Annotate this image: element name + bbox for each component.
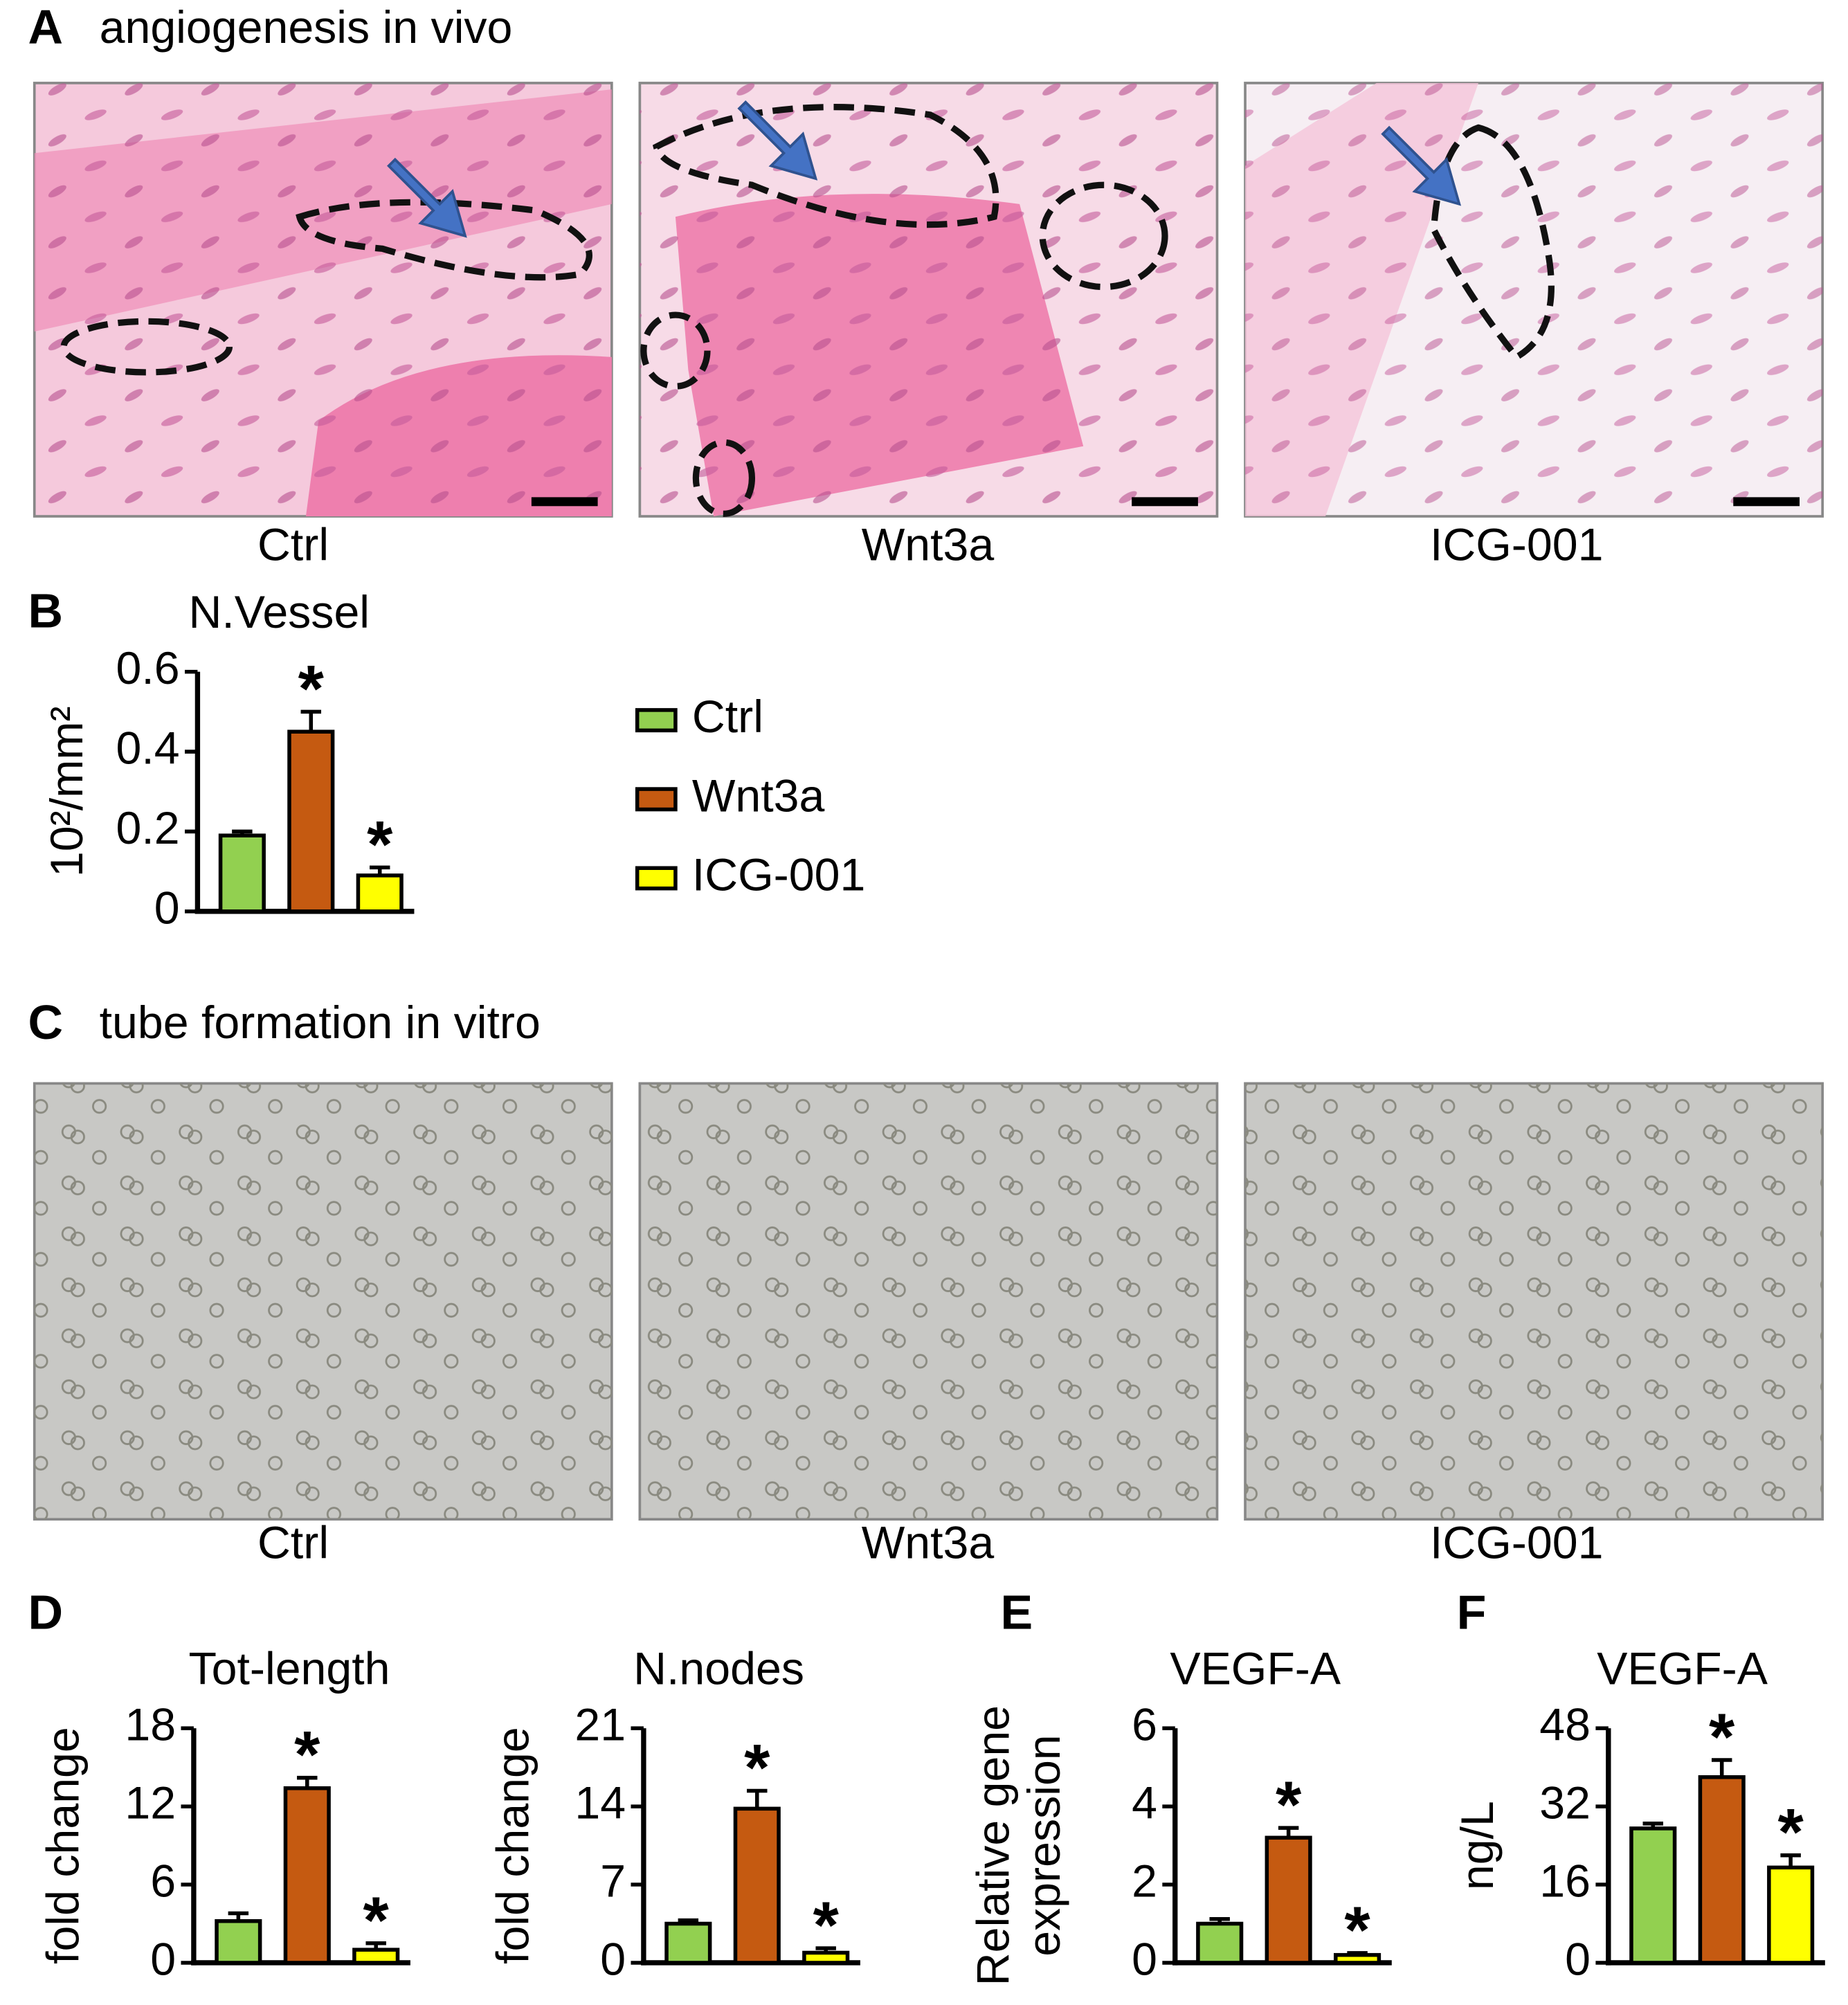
significance-mark: * bbox=[294, 1718, 320, 1792]
y-tick-label: 0.2 bbox=[116, 803, 180, 854]
y-tick-label: 0 bbox=[1565, 1934, 1591, 1985]
panel-title: angiogenesis in vivo bbox=[100, 2, 513, 53]
image-caption: Wnt3a bbox=[862, 520, 995, 571]
bar bbox=[1629, 1826, 1677, 1965]
bar bbox=[802, 1950, 850, 1965]
image-caption: ICG-001 bbox=[1430, 520, 1603, 571]
chart-title: N.Vessel bbox=[189, 587, 370, 638]
significance-mark: * bbox=[1778, 1795, 1804, 1869]
bar bbox=[1334, 1952, 1382, 1965]
significance-mark: * bbox=[363, 1883, 390, 1957]
y-tick-label: 0 bbox=[150, 1934, 176, 1985]
y-tick-label: 12 bbox=[125, 1778, 176, 1829]
bar bbox=[1196, 1921, 1244, 1965]
y-tick-label: 2 bbox=[1132, 1856, 1157, 1907]
image-caption: Ctrl bbox=[257, 520, 329, 571]
legend-swatch bbox=[635, 787, 678, 812]
panel-letter: F bbox=[1457, 1586, 1487, 1640]
y-tick-label: 32 bbox=[1539, 1778, 1591, 1829]
y-tick-label: 0.4 bbox=[116, 723, 180, 774]
bar bbox=[356, 873, 404, 914]
image-caption: Wnt3a bbox=[862, 1517, 995, 1568]
bar bbox=[352, 1948, 400, 1965]
panel-letter: D bbox=[28, 1586, 64, 1640]
significance-mark: * bbox=[1709, 1700, 1735, 1775]
y-tick-label: 0 bbox=[600, 1934, 626, 1985]
y-tick-label: 48 bbox=[1539, 1700, 1591, 1751]
panel-letter: A bbox=[28, 0, 64, 54]
chart-title: VEGF-A bbox=[1597, 1644, 1768, 1695]
y-tick-label: 21 bbox=[574, 1700, 626, 1751]
y-axis-label: fold change bbox=[487, 1727, 538, 1964]
significance-mark: * bbox=[1344, 1893, 1370, 1967]
bar bbox=[733, 1806, 781, 1965]
y-tick-label: 7 bbox=[600, 1856, 626, 1907]
significance-mark: * bbox=[1276, 1768, 1302, 1842]
bar bbox=[218, 833, 266, 914]
panel-letter: B bbox=[28, 583, 64, 637]
bar bbox=[1698, 1775, 1746, 1965]
y-tick-label: 18 bbox=[125, 1700, 176, 1751]
y-axis-label: 10²/mm² bbox=[42, 706, 93, 877]
significance-mark: * bbox=[813, 1889, 840, 1963]
bar bbox=[283, 1786, 331, 1965]
y-tick-label: 4 bbox=[1132, 1778, 1157, 1829]
bar bbox=[1767, 1865, 1815, 1965]
y-tick-label: 0 bbox=[154, 882, 180, 934]
y-axis-label: expression bbox=[1019, 1734, 1070, 1956]
significance-mark: * bbox=[298, 652, 325, 726]
bar bbox=[287, 729, 335, 914]
chart-title: VEGF-A bbox=[1170, 1644, 1341, 1695]
y-tick-label: 6 bbox=[1132, 1700, 1157, 1751]
y-tick-label: 0 bbox=[1132, 1934, 1157, 1985]
y-axis-label: Relative gene bbox=[968, 1705, 1019, 1986]
significance-mark: * bbox=[744, 1731, 770, 1805]
y-tick-label: 6 bbox=[150, 1856, 176, 1907]
histology-images bbox=[33, 82, 1824, 518]
significance-mark: * bbox=[367, 808, 393, 882]
bar bbox=[1265, 1835, 1312, 1965]
bar bbox=[664, 1921, 712, 1965]
legend-label: Wnt3a bbox=[692, 770, 825, 822]
legend-label: ICG-001 bbox=[692, 849, 865, 900]
y-axis-label: ng/L bbox=[1452, 1801, 1503, 1890]
legend-swatch bbox=[635, 708, 678, 733]
y-tick-label: 0.6 bbox=[116, 643, 180, 694]
bar bbox=[215, 1918, 262, 1965]
legend-swatch bbox=[635, 866, 678, 891]
y-axis-label: fold change bbox=[37, 1727, 89, 1964]
y-tick-label: 16 bbox=[1539, 1856, 1591, 1907]
panel-title: tube formation in vitro bbox=[100, 997, 541, 1049]
tube-images bbox=[33, 1082, 1824, 1521]
legend-label: Ctrl bbox=[692, 691, 763, 743]
panel-letter: C bbox=[28, 995, 64, 1049]
image-caption: ICG-001 bbox=[1430, 1517, 1603, 1568]
image-caption: Ctrl bbox=[257, 1517, 329, 1568]
chart-title: N.nodes bbox=[633, 1644, 804, 1695]
chart-title: Tot-length bbox=[189, 1644, 390, 1695]
panel-letter: E bbox=[1000, 1586, 1033, 1640]
y-tick-label: 14 bbox=[574, 1778, 626, 1829]
